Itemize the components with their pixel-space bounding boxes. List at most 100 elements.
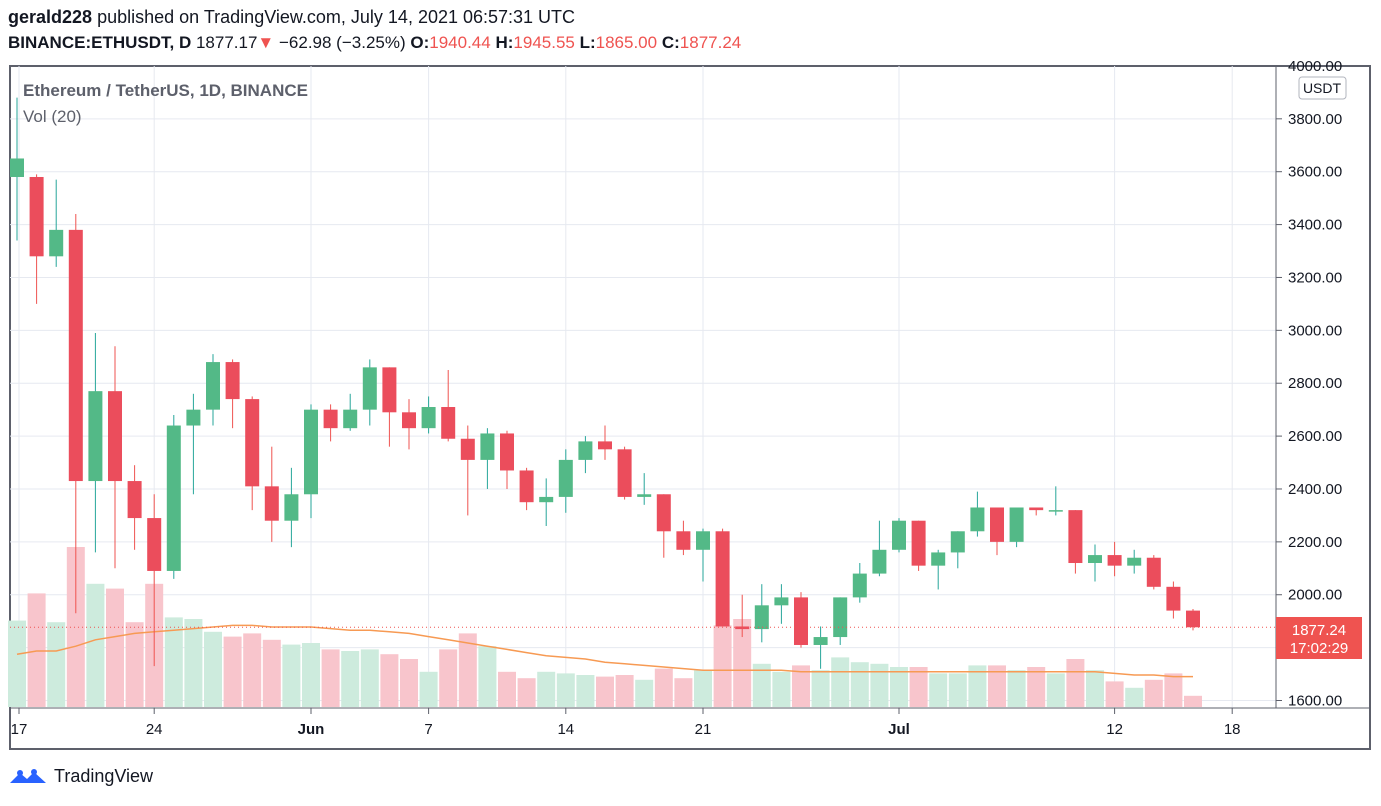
volume-bar [733, 619, 752, 707]
candle [29, 174, 44, 304]
price-tick-label: 2800.00 [1288, 375, 1342, 392]
price-tick-label: 3600.00 [1288, 164, 1342, 181]
volume-bar [831, 657, 850, 707]
time-axis: 17 24 Jun 7 14 21 Jul 12 18 [11, 708, 1241, 738]
volume-bar [1105, 681, 1124, 707]
candle [774, 584, 789, 624]
time-tick-label: 17 [11, 721, 28, 738]
candle [421, 396, 436, 434]
volume-bar [1125, 687, 1144, 707]
footer-brand[interactable]: TradingView [54, 766, 154, 786]
candle-body [519, 470, 534, 503]
volume-bar [674, 678, 693, 707]
volume-bar [811, 670, 830, 707]
candle-body [676, 531, 691, 550]
volume-bar [772, 671, 791, 707]
volume-bar [752, 663, 771, 707]
volume-bar [948, 673, 967, 707]
candle-body [108, 391, 122, 482]
candle [304, 404, 318, 519]
close-label: C: [661, 33, 680, 52]
candle-body [441, 407, 456, 439]
candle [264, 446, 279, 542]
time-tick-label: 18 [1224, 721, 1241, 738]
price-tick-label: 4000.00 [1288, 58, 1342, 75]
candle-body [245, 399, 260, 487]
volume-bars [8, 547, 1202, 707]
time-tick-label: Jun [298, 721, 325, 738]
volume-bar [419, 671, 438, 707]
candle-body [1127, 557, 1142, 566]
currency-badge-label: USDT [1303, 80, 1342, 96]
volume-bar [1144, 679, 1163, 707]
tradingview-logo-icon[interactable] [8, 767, 48, 787]
candle [1146, 555, 1161, 590]
candle [676, 520, 691, 556]
footer: TradingView [8, 766, 153, 787]
price-tick-label: 2400.00 [1288, 481, 1342, 498]
candle-body [1186, 610, 1200, 628]
volume-bar [223, 636, 242, 707]
author-name[interactable]: gerald228 [8, 7, 93, 27]
candle-body [990, 507, 1004, 542]
published-text: published on TradingView.com, July 14, 2… [97, 7, 576, 27]
volume-bar [615, 675, 634, 707]
candle-body [950, 531, 965, 553]
candle-body [402, 412, 416, 429]
volume-bar [1164, 673, 1183, 707]
candle [598, 425, 612, 460]
time-tick-label: 7 [424, 721, 432, 738]
candle [225, 359, 240, 429]
candle-body [637, 494, 652, 497]
candle-body [1166, 586, 1181, 611]
volume-bar [1046, 673, 1065, 707]
volume-bar [478, 646, 497, 707]
candle-body [578, 441, 593, 460]
candle [362, 359, 377, 426]
chart-title: Ethereum / TetherUS, 1D, BINANCE [23, 81, 308, 100]
candle [166, 414, 181, 579]
candle [794, 592, 808, 648]
time-tick-label: 24 [146, 721, 163, 738]
volume-bar [713, 625, 732, 707]
chart-frame [9, 65, 1371, 750]
candle [1107, 541, 1122, 577]
candle-body [892, 520, 906, 550]
price-tag-countdown: 17:02:29 [1290, 640, 1348, 657]
candle [49, 179, 64, 267]
candle-body [480, 433, 495, 460]
candle [813, 626, 828, 669]
candle [931, 549, 946, 590]
candle-body [323, 409, 338, 429]
volume-bar [164, 617, 183, 707]
candle-body [539, 496, 554, 503]
candle-body [421, 407, 436, 429]
candle-body [715, 531, 730, 627]
candle [147, 494, 162, 667]
volume-bar [66, 547, 85, 707]
volume-bar [321, 649, 340, 707]
time-tick-label: Jul [888, 721, 910, 738]
volume-bar [596, 676, 614, 707]
candle [500, 430, 514, 489]
candle [1029, 507, 1044, 516]
time-tick-label: 14 [557, 721, 574, 738]
candle [382, 367, 397, 447]
candle-body [754, 605, 769, 630]
candle-body [166, 425, 181, 571]
candle [460, 425, 475, 516]
volume-bar [1007, 670, 1026, 707]
volume-bar [1066, 659, 1085, 707]
candle-body [206, 362, 220, 410]
candle [1186, 609, 1200, 631]
volume-bar [792, 665, 810, 707]
candle [696, 528, 710, 582]
ohlc-line: BINANCE:ETHUSDT, D 1877.17▼ −62.98 (−3.2… [8, 33, 741, 53]
price-tag: 1877.24 17:02:29 [1276, 617, 1362, 659]
candle [617, 446, 632, 500]
currency-badge[interactable]: USDT [1298, 76, 1347, 100]
candle [656, 494, 671, 558]
price-axis: 1600.001800.002000.002200.002400.002600.… [1276, 58, 1342, 710]
candle [343, 393, 358, 431]
